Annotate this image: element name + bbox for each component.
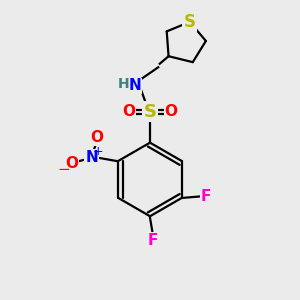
Text: O: O bbox=[90, 130, 104, 145]
Text: S: S bbox=[143, 103, 157, 121]
Text: O: O bbox=[165, 104, 178, 119]
Text: O: O bbox=[65, 156, 78, 171]
Text: S: S bbox=[184, 13, 196, 31]
Text: +: + bbox=[92, 145, 103, 158]
Text: O: O bbox=[122, 104, 135, 119]
Text: F: F bbox=[201, 189, 211, 204]
Text: H: H bbox=[118, 77, 129, 91]
Text: −: − bbox=[58, 162, 70, 177]
Text: F: F bbox=[148, 233, 158, 248]
Text: N: N bbox=[85, 150, 98, 165]
Text: N: N bbox=[128, 78, 141, 93]
